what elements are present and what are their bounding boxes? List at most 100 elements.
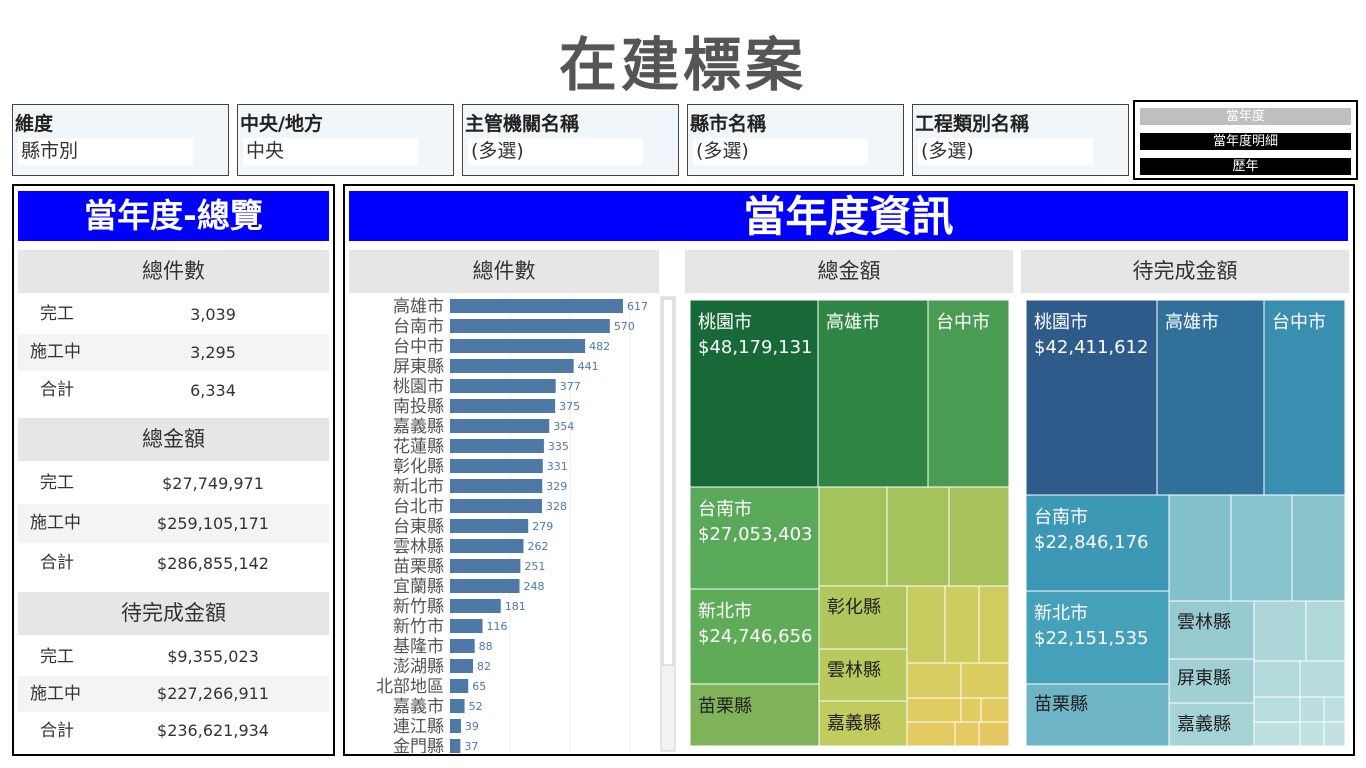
treemap-cell[interactable]	[1263, 300, 1346, 496]
row-label: 完工	[40, 304, 74, 324]
treemap-cell[interactable]	[1025, 683, 1170, 746]
treemap-cell[interactable]	[818, 486, 888, 587]
bar-category-label: 基隆市	[393, 637, 444, 657]
treemap-cell[interactable]	[1253, 660, 1301, 698]
treemap-label: 新北市	[1034, 603, 1088, 624]
bar-value-label: 116	[487, 620, 508, 633]
treemap-cell[interactable]	[944, 585, 980, 664]
treemap-cell[interactable]	[906, 721, 956, 746]
treemap-cell[interactable]	[980, 697, 1010, 723]
bar[interactable]	[450, 739, 461, 753]
treemap-label: 苗栗縣	[698, 696, 752, 717]
view-toggle-current-year-detail[interactable]: 當年度明細	[1140, 133, 1351, 150]
treemap-cell[interactable]	[689, 683, 820, 746]
treemap-cell[interactable]	[1253, 696, 1301, 723]
treemap-cell[interactable]	[1305, 600, 1346, 662]
bar[interactable]	[450, 339, 586, 353]
bar[interactable]	[450, 439, 544, 453]
bar[interactable]	[450, 419, 550, 433]
treemap-cell[interactable]	[689, 300, 819, 488]
bar-category-label: 苗栗縣	[393, 557, 444, 577]
treemap-cell[interactable]	[886, 486, 950, 587]
bar[interactable]	[450, 539, 524, 553]
bar[interactable]	[450, 559, 521, 573]
treemap-cell[interactable]	[960, 662, 1010, 699]
bar[interactable]	[450, 659, 473, 673]
filter-agency-select[interactable]: (多選)	[468, 138, 643, 165]
treemap-cell[interactable]	[948, 486, 1010, 587]
bar-value-label: 248	[524, 580, 545, 593]
treemap-cell[interactable]	[927, 300, 1010, 488]
bar-category-label: 澎湖縣	[393, 657, 444, 677]
bar[interactable]	[450, 499, 542, 513]
treemap-cell[interactable]	[1168, 658, 1255, 704]
bar-value-label: 279	[532, 520, 553, 533]
treemap-cell[interactable]	[1168, 702, 1255, 746]
filter-label: 工程類別名稱	[915, 113, 1030, 135]
bar[interactable]	[450, 699, 465, 713]
bar[interactable]	[450, 479, 543, 493]
bar[interactable]	[450, 379, 556, 393]
treemap-cell[interactable]	[1168, 494, 1232, 602]
treemap-cell[interactable]	[960, 697, 982, 723]
treemap-cell[interactable]	[906, 662, 962, 699]
treemap-cell[interactable]	[906, 585, 946, 664]
treemap-cell[interactable]	[1025, 494, 1170, 592]
bar[interactable]	[450, 599, 501, 613]
treemap-cell[interactable]	[978, 721, 1010, 746]
treemap-cell[interactable]	[1230, 494, 1293, 602]
bar-category-label: 雲林縣	[393, 537, 444, 557]
bar[interactable]	[450, 679, 469, 693]
scrollbar-thumb[interactable]	[662, 298, 674, 666]
bar[interactable]	[450, 299, 623, 313]
filter-label: 維度	[15, 113, 54, 135]
bar[interactable]	[450, 639, 475, 653]
filter-category[interactable]: 工程類別名稱 (多選)	[912, 104, 1129, 176]
view-toggle-history[interactable]: 歷年	[1140, 158, 1351, 175]
view-toggle-current-year[interactable]: 當年度	[1140, 108, 1351, 125]
treemap-cell[interactable]	[1025, 300, 1158, 496]
bar-category-label: 屏東縣	[393, 357, 444, 377]
treemap-cell[interactable]	[1299, 696, 1325, 723]
filter-dimension[interactable]: 維度 縣市別	[12, 104, 229, 176]
filter-central-local[interactable]: 中央/地方 中央	[237, 104, 454, 176]
treemap-cell[interactable]	[689, 588, 820, 685]
treemap-cell[interactable]	[817, 300, 929, 488]
row-value: 3,039	[190, 305, 236, 324]
treemap-cell[interactable]	[1253, 721, 1301, 746]
treemap-cell[interactable]	[1168, 600, 1255, 660]
treemap-cell[interactable]	[978, 585, 1010, 664]
bar[interactable]	[450, 579, 520, 593]
filter-agency[interactable]: 主管機關名稱 (多選)	[462, 104, 679, 176]
bar[interactable]	[450, 719, 461, 733]
treemap-cell[interactable]	[1323, 721, 1346, 746]
filter-county-select[interactable]: (多選)	[693, 138, 868, 165]
bar[interactable]	[450, 319, 610, 333]
treemap-cell[interactable]	[1156, 300, 1265, 496]
treemap-cell[interactable]	[1299, 660, 1346, 698]
treemap-cell[interactable]	[954, 721, 980, 746]
treemap-cell[interactable]	[689, 486, 820, 590]
treemap-cell[interactable]	[906, 697, 962, 723]
bar-category-label: 新竹縣	[393, 597, 444, 617]
treemap-cell[interactable]	[818, 585, 908, 650]
bar[interactable]	[450, 459, 543, 473]
bar[interactable]	[450, 399, 556, 413]
treemap-cell[interactable]	[1299, 721, 1325, 746]
treemap-cell[interactable]	[818, 700, 908, 746]
treemap-cell[interactable]	[818, 648, 908, 702]
treemap-cell[interactable]	[1323, 696, 1346, 723]
filter-central-local-select[interactable]: 中央	[243, 138, 418, 165]
filter-county[interactable]: 縣市名稱 (多選)	[687, 104, 904, 176]
bar-value-label: 328	[546, 500, 567, 513]
bar[interactable]	[450, 359, 574, 373]
filter-dimension-select[interactable]: 縣市別	[18, 138, 193, 165]
treemap-cell[interactable]	[1291, 494, 1346, 602]
filter-label: 中央/地方	[240, 113, 323, 135]
filter-category-select[interactable]: (多選)	[918, 138, 1093, 165]
treemap-cell[interactable]	[1025, 590, 1170, 685]
treemap-cell[interactable]	[1253, 600, 1307, 662]
bar-value-label: 37	[464, 740, 478, 753]
bar[interactable]	[450, 619, 483, 633]
bar[interactable]	[450, 519, 529, 533]
